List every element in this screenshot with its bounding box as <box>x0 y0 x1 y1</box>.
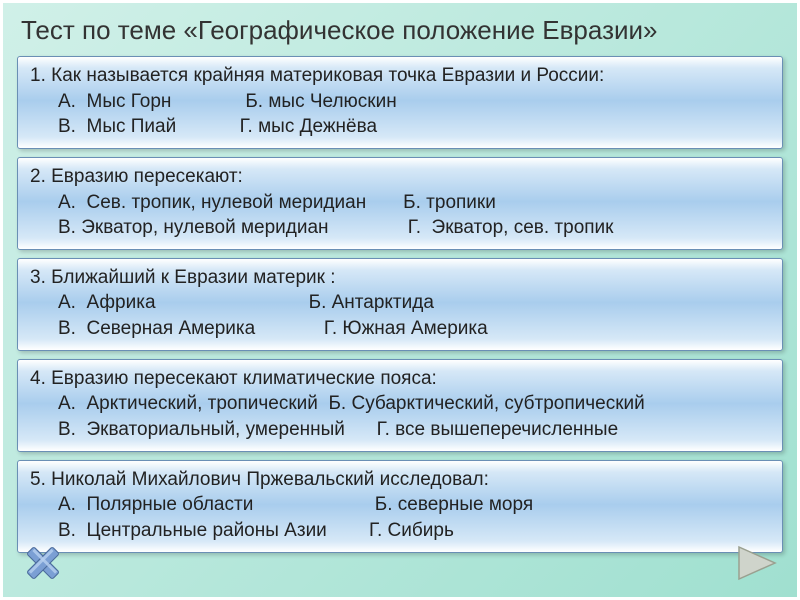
question-1: 1. Как называется крайняя материковая то… <box>17 56 783 149</box>
answers-row: В. Северная Америка Г. Южная Америка <box>30 316 770 342</box>
question-text: 4. Евразию пересекают климатические пояс… <box>30 366 770 392</box>
answer-c: В. Экватор, нулевой меридиан <box>58 215 408 241</box>
answer-a: А. Сев. тропик, нулевой меридиан <box>58 190 403 216</box>
answer-d: Г. Экватор, сев. тропик <box>408 215 614 241</box>
answer-a: А. Африка <box>58 290 309 316</box>
question-text: 1. Как называется крайняя материковая то… <box>30 63 770 89</box>
question-4: 4. Евразию пересекают климатические пояс… <box>17 359 783 452</box>
answer-a: А. Мыс Горн <box>58 89 245 115</box>
answers-row: А. Сев. тропик, нулевой меридиан Б. троп… <box>30 190 770 216</box>
answer-b: Б. мыс Челюскин <box>245 89 396 115</box>
answer-d: Г. Южная Америка <box>324 316 488 342</box>
answer-a: А. Арктический, тропический <box>58 391 328 417</box>
next-button[interactable] <box>735 543 779 583</box>
question-text: 2. Евразию пересекают: <box>30 164 770 190</box>
question-3: 3. Ближайший к Евразии материк : А. Афри… <box>17 258 783 351</box>
answers-row: В. Центральные районы Азии Г. Сибирь <box>30 518 770 544</box>
question-5: 5. Николай Михайлович Пржевальский иссле… <box>17 460 783 553</box>
triangle-right-icon <box>735 543 779 583</box>
answers-row: А. Арктический, тропический Б. Субарктич… <box>30 391 770 417</box>
close-x-icon <box>21 541 65 585</box>
answer-c: В. Северная Америка <box>58 316 324 342</box>
page-title: Тест по теме «Географическое положение Е… <box>17 15 783 46</box>
answers-row: А. Мыс Горн Б. мыс Челюскин <box>30 89 770 115</box>
answer-b: Б. тропики <box>403 190 496 216</box>
answer-d: Г. Сибирь <box>369 518 454 544</box>
answer-b: Б. Антарктида <box>309 290 434 316</box>
answers-row: А. Полярные области Б. северные моря <box>30 492 770 518</box>
answer-c: В. Центральные районы Азии <box>58 518 369 544</box>
answer-b: Б. северные моря <box>375 492 533 518</box>
answer-d: Г. мыс Дежнёва <box>240 114 377 140</box>
close-button[interactable] <box>21 541 65 585</box>
answers-row: А. Африка Б. Антарктида <box>30 290 770 316</box>
answer-b: Б. Субарктический, субтропический <box>328 391 644 417</box>
answer-c: В. Мыс Пиай <box>58 114 240 140</box>
answer-a: А. Полярные области <box>58 492 375 518</box>
question-2: 2. Евразию пересекают: А. Сев. тропик, н… <box>17 157 783 250</box>
slide-container: Тест по теме «Географическое положение Е… <box>0 0 800 600</box>
question-text: 5. Николай Михайлович Пржевальский иссле… <box>30 467 770 493</box>
answers-row: В. Экваториальный, умеренный Г. все выше… <box>30 417 770 443</box>
answers-row: В. Мыс Пиай Г. мыс Дежнёва <box>30 114 770 140</box>
answer-d: Г. все вышеперечисленные <box>377 417 619 443</box>
answers-row: В. Экватор, нулевой меридиан Г. Экватор,… <box>30 215 770 241</box>
answer-c: В. Экваториальный, умеренный <box>58 417 377 443</box>
question-text: 3. Ближайший к Евразии материк : <box>30 265 770 291</box>
